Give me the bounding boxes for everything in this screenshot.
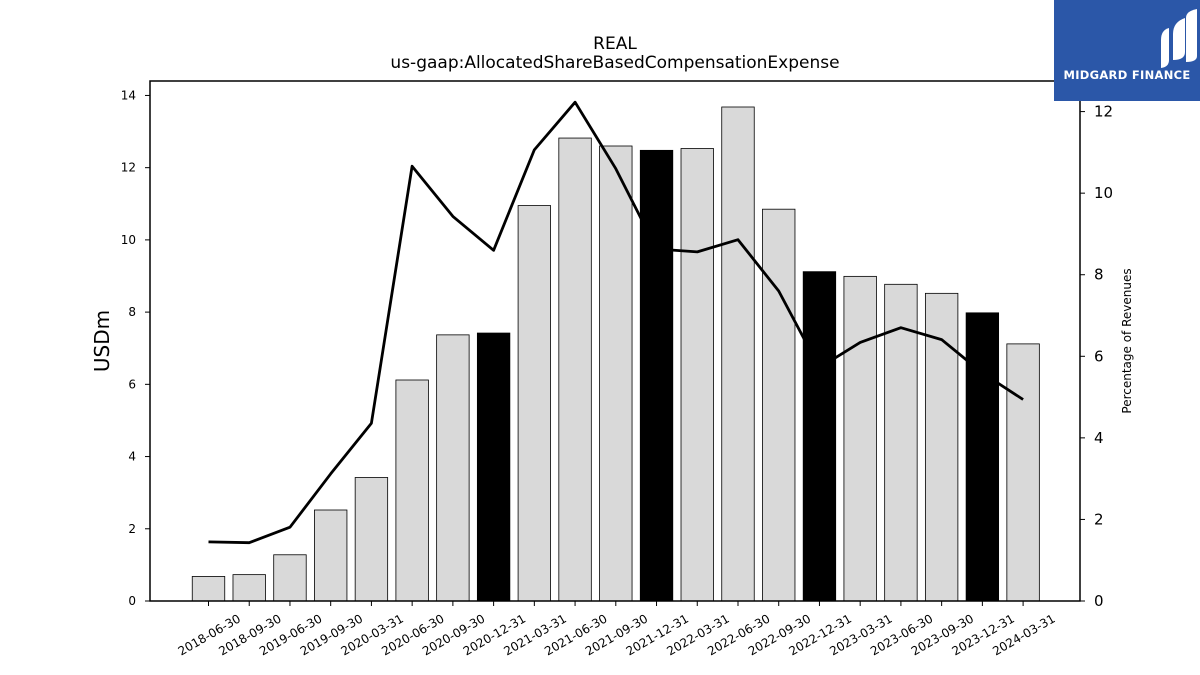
- bar-2021-06-30: [558, 137, 592, 602]
- y-tick-label: 10: [121, 233, 136, 247]
- logo-mark-icon: [1161, 9, 1197, 68]
- right-y-axis: 0 2 4 6 8 10 12: [1080, 103, 1113, 610]
- bar-2024-03-31: [1006, 343, 1040, 602]
- bar-2020-12-31: [476, 332, 511, 602]
- bar-2020-06-30: [395, 379, 429, 602]
- y-tick-label: 2: [128, 522, 136, 536]
- percentage-line: [208, 100, 1024, 545]
- bar-2021-09-30: [599, 145, 633, 602]
- bar-2020-03-31: [354, 477, 389, 602]
- line-series: [208, 100, 1024, 545]
- y-tick-label: 14: [121, 88, 136, 102]
- bar-2019-09-30: [314, 509, 348, 602]
- chart-subtitle: us-gaap:AllocatedShareBasedCompensationE…: [390, 53, 839, 73]
- bar-2022-12-31: [802, 271, 837, 602]
- y2-tick-label: 12: [1094, 103, 1113, 121]
- bar-2023-09-30: [924, 292, 959, 602]
- bar-2019-06-30: [273, 554, 307, 602]
- plot-frame: [149, 80, 1081, 602]
- bar-2023-03-31: [843, 275, 877, 602]
- y2-axis-label: Percentage of Revenues: [1120, 268, 1134, 413]
- bar-2021-12-31: [639, 149, 674, 602]
- y2-tick-label: 4: [1094, 429, 1104, 447]
- y2-tick-label: 8: [1094, 266, 1104, 284]
- y-axis-label: USDm: [90, 310, 114, 372]
- y-tick-label: 0: [128, 594, 136, 608]
- bar-2021-03-31: [517, 205, 551, 602]
- y2-tick-label: 0: [1094, 592, 1104, 610]
- bar-series: [191, 106, 1040, 602]
- bar-2022-06-30: [721, 106, 755, 602]
- midgard-finance-logo: MIDGARD FINANCE: [1054, 0, 1200, 101]
- logo-text: MIDGARD FINANCE: [1063, 68, 1191, 82]
- y-tick-label: 12: [121, 161, 136, 175]
- bar-2020-09-30: [436, 334, 470, 602]
- bar-2018-06-30: [191, 576, 226, 602]
- y-tick-label: 6: [128, 377, 136, 391]
- left-y-axis: 0 2 4 6 8 10 12 14: [121, 88, 150, 608]
- bar-2022-03-31: [680, 148, 714, 602]
- y2-tick-label: 10: [1094, 184, 1113, 202]
- bar-2023-06-30: [884, 283, 918, 602]
- y-tick-label: 8: [128, 305, 136, 319]
- bar-2022-09-30: [762, 208, 796, 602]
- y2-tick-label: 2: [1094, 510, 1104, 528]
- bar-2018-09-30: [232, 574, 266, 602]
- x-axis: 2018-06-302018-09-302019-06-302019-09-30…: [176, 601, 1058, 658]
- chart-title: REAL: [593, 34, 637, 54]
- y2-tick-label: 6: [1094, 347, 1104, 365]
- y-tick-label: 4: [128, 450, 136, 464]
- bar-2023-12-31: [965, 312, 1000, 602]
